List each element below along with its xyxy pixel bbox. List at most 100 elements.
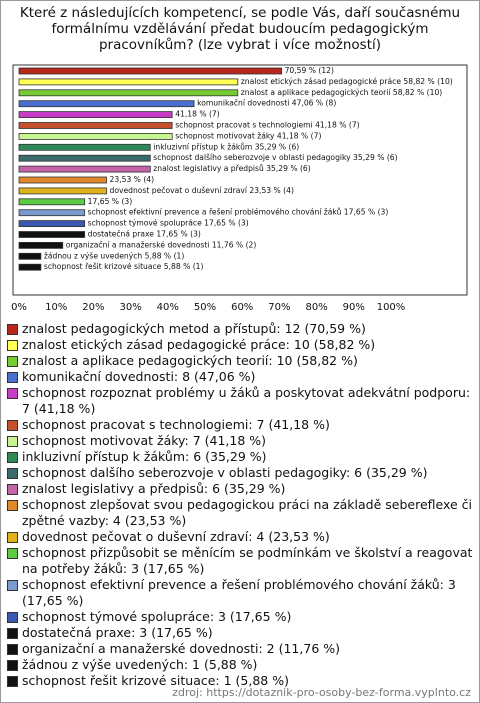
x-tick-label: 70%	[268, 302, 290, 313]
bar	[18, 241, 64, 249]
x-tick-label: 50%	[194, 302, 216, 313]
legend-swatch	[7, 420, 18, 431]
legend-item: znalost etických zásad pedagogické práce…	[7, 337, 473, 353]
x-tick-label: 90%	[343, 302, 365, 313]
legend-swatch	[7, 500, 18, 511]
bar	[18, 220, 86, 228]
legend-label: schopnost řešit krizové situace: 1 (5,88…	[22, 673, 289, 688]
data-label: 70,59 % (12)	[285, 66, 334, 75]
legend-item: dostatečná praxe: 3 (17,65 %)	[7, 625, 473, 641]
legend-swatch	[7, 436, 18, 447]
legend-item: schopnost zlepšovat svou pedagogickou pr…	[7, 497, 473, 529]
legend-swatch	[7, 484, 18, 495]
bar	[18, 133, 173, 140]
legend-label: komunikační dovednosti: 8 (47,06 %)	[22, 369, 256, 384]
legend-label: schopnost pracovat s technologiemi: 7 (4…	[22, 417, 330, 432]
legend-swatch	[7, 468, 18, 479]
legend-swatch	[7, 452, 18, 463]
data-label: 23,53 % (4)	[110, 175, 155, 184]
chart-title: Které z následujících kompetencí, se pod…	[19, 5, 461, 53]
legend-label: znalost pedagogických metod a přístupů: …	[22, 321, 366, 336]
data-label: dostatečná praxe 17,65 % (3)	[88, 230, 201, 239]
bar	[18, 111, 173, 118]
x-tick-label: 40%	[157, 302, 179, 313]
legend-label: žádnou z výše uvedených: 1 (5,88 %)	[22, 657, 258, 672]
legend-swatch	[7, 548, 18, 559]
legend-item: schopnost efektivní prevence a řešení pr…	[7, 577, 473, 609]
bar	[18, 154, 151, 162]
legend-swatch	[7, 356, 18, 367]
legend-item: schopnost motivovat žáky: 7 (41,18 %)	[7, 433, 473, 449]
bar	[18, 100, 195, 108]
x-tick-label: 30%	[119, 302, 141, 313]
legend-swatch	[7, 532, 18, 543]
legend-swatch	[7, 580, 18, 591]
bar	[18, 209, 86, 217]
legend-label: schopnost dalšího seberozvoje v oblasti …	[22, 465, 428, 480]
legend-label: schopnost zlepšovat svou pedagogickou pr…	[22, 497, 473, 528]
legend-swatch	[7, 324, 18, 335]
legend-label: schopnost rozpoznat problémy u žáků a po…	[22, 385, 471, 416]
bar	[18, 165, 151, 173]
x-tick-label: 20%	[82, 302, 104, 313]
legend-label: schopnost motivovat žáky: 7 (41,18 %)	[22, 433, 267, 448]
bar	[18, 67, 282, 75]
legend-item: komunikační dovednosti: 8 (47,06 %)	[7, 369, 473, 385]
legend-swatch	[7, 676, 18, 687]
data-label: znalost etických zásad pedagogické práce…	[241, 77, 453, 86]
legend-label: schopnost efektivní prevence a řešení pr…	[22, 577, 456, 608]
legend-swatch	[7, 612, 18, 623]
bar	[18, 187, 107, 195]
source: zdroj: https://dotaznik-pro-osoby-bez-fo…	[172, 686, 471, 699]
legend-item: inkluzivní přístup k žákům: 6 (35,29 %)	[7, 449, 473, 465]
legend-label: dovednost pečovat o duševní zdraví: 4 (2…	[22, 529, 330, 544]
legend: znalost pedagogických metod a přístupů: …	[7, 321, 473, 689]
bar	[18, 143, 151, 151]
data-label: znalost a aplikace pedagogických teorií …	[241, 88, 443, 97]
data-label: komunikační dovednosti 47,06 % (8)	[197, 99, 336, 108]
legend-item: schopnost dalšího seberozvoje v oblasti …	[7, 465, 473, 481]
data-label: žádnou z výše uvedených 5,88 % (1)	[44, 251, 184, 260]
bar	[18, 78, 239, 86]
legend-item: znalost a aplikace pedagogických teorií:…	[7, 353, 473, 369]
legend-label: schopnost přizpůsobit se měnícím se podm…	[22, 545, 473, 576]
bar	[18, 176, 107, 184]
bar	[18, 263, 42, 271]
legend-swatch	[7, 660, 18, 671]
chart: 0% 10% 20% 30% 40% 50% 60% 70% 80% 90% 100% 70,59 %…	[11, 64, 468, 313]
bar	[18, 122, 173, 129]
data-label: znalost legislativy a předpisů 35,29 % (…	[153, 164, 311, 173]
data-label: schopnost řešit krizové situace 5,88 % (…	[44, 262, 204, 271]
bar	[18, 231, 86, 238]
x-tick-label: 80%	[305, 302, 327, 313]
x-tick-label: 100%	[377, 302, 406, 313]
data-label: organizační a manažerské dovednosti 11,7…	[66, 240, 257, 249]
legend-label: inkluzivní přístup k žákům: 6 (35,29 %)	[22, 449, 267, 464]
legend-label: schopnost týmové spolupráce: 3 (17,65 %)	[22, 609, 292, 624]
data-label: dovednost pečovat o duševní zdraví 23,53…	[110, 186, 294, 195]
legend-label: znalost legislativy a předpisů: 6 (35,29…	[22, 481, 286, 496]
legend-label: dostatečná praxe: 3 (17,65 %)	[22, 625, 213, 640]
legend-item: organizační a manažerské dovednosti: 2 (…	[7, 641, 473, 657]
legend-label: znalost etických zásad pedagogické práce…	[22, 337, 376, 352]
bar	[18, 252, 42, 260]
data-label: schopnost dalšího seberozvoje v oblasti …	[153, 153, 397, 162]
x-tick-label: 60%	[231, 302, 253, 313]
legend-swatch	[7, 340, 18, 351]
data-label: schopnost efektivní prevence a řešení pr…	[88, 208, 389, 217]
data-label: schopnost pracovat s technologiemi 41,18…	[175, 121, 359, 130]
legend-swatch	[7, 388, 18, 399]
legend-item: schopnost přizpůsobit se měnícím se podm…	[7, 545, 473, 577]
legend-swatch	[7, 628, 18, 639]
legend-item: schopnost řešit krizové situace: 1 (5,88…	[7, 673, 473, 689]
x-tick-label: 10%	[45, 302, 67, 313]
legend-item: dovednost pečovat o duševní zdraví: 4 (2…	[7, 529, 473, 545]
bar	[18, 89, 239, 97]
legend-item: znalost legislativy a předpisů: 6 (35,29…	[7, 481, 473, 497]
legend-item: schopnost týmové spolupráce: 3 (17,65 %)	[7, 609, 473, 625]
legend-item: žádnou z výše uvedených: 1 (5,88 %)	[7, 657, 473, 673]
legend-swatch	[7, 644, 18, 655]
legend-label: organizační a manažerské dovednosti: 2 (…	[22, 641, 340, 656]
data-label: 17,65 % (3)	[88, 197, 133, 206]
